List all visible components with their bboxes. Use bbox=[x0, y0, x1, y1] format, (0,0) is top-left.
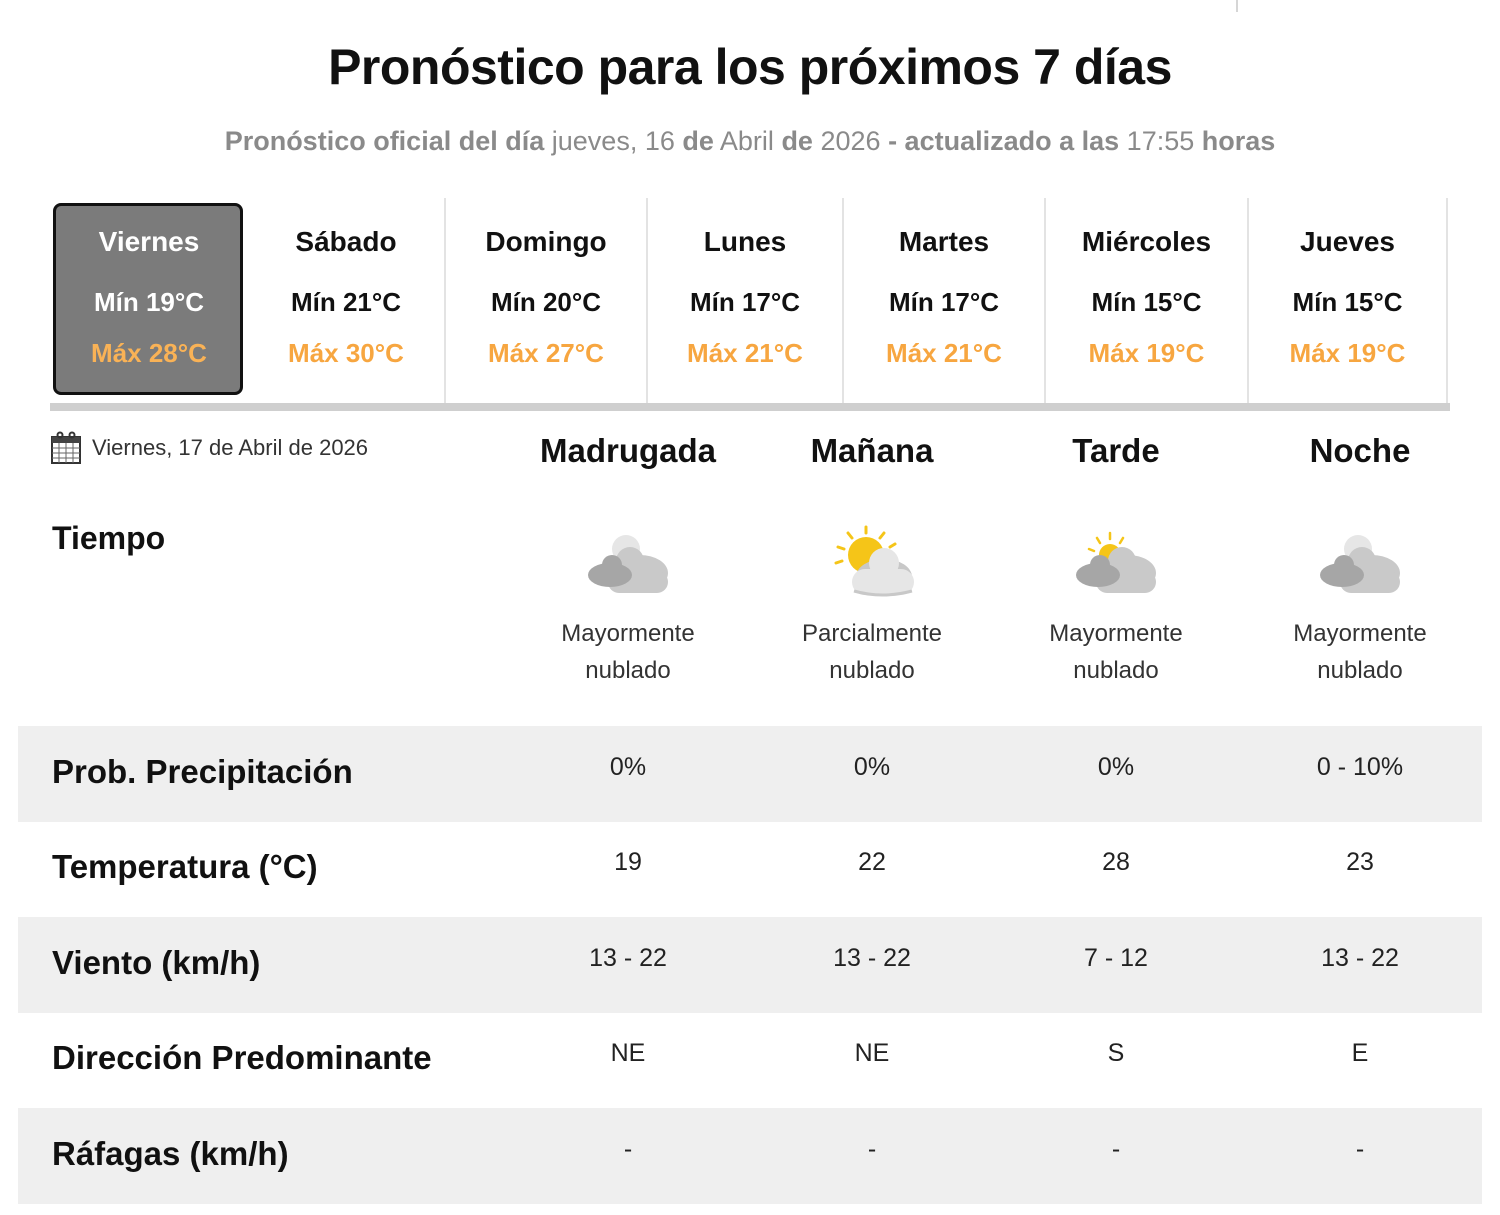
cell-tarde: 0% bbox=[1097, 753, 1135, 781]
day-max-temp: Máx 19°C bbox=[1088, 338, 1205, 368]
row-wind-direction: Dirección Predominante NE NE S E bbox=[18, 1012, 1482, 1108]
mostly-cloudy-day-icon bbox=[1076, 531, 1156, 593]
day-name: Jueves bbox=[1300, 226, 1395, 257]
row-label: Prob. Precipitación bbox=[52, 753, 353, 790]
weather-desc-line2: nublado bbox=[829, 657, 915, 684]
cell-noche: 23 bbox=[1346, 848, 1374, 876]
subtitle-time: 17:55 bbox=[1126, 126, 1195, 156]
cell-tarde: 7 - 12 bbox=[1084, 944, 1148, 972]
weather-desc-line1: Mayormente bbox=[1293, 620, 1427, 647]
mostly-cloudy-night-icon bbox=[1320, 535, 1400, 593]
subtitle-prefix: Pronóstico oficial del día bbox=[224, 126, 545, 156]
cell-manana: 22 bbox=[858, 848, 886, 876]
day-tab-martes[interactable]: Martes Mín 17°C Máx 21°C bbox=[844, 198, 1046, 404]
day-name: Martes bbox=[898, 226, 990, 257]
day-min-temp: Mín 17°C bbox=[888, 287, 1000, 317]
day-min-temp: Mín 21°C bbox=[290, 287, 402, 317]
day-max-temp: Máx 21°C bbox=[687, 338, 803, 368]
period-header-madrugada: Madrugada bbox=[539, 432, 717, 469]
cell-tarde: S bbox=[1107, 1039, 1125, 1067]
page-title: Pronóstico para los próximos 7 días bbox=[328, 39, 1172, 95]
cell-manana: 13 - 22 bbox=[833, 944, 911, 972]
subtitle-month: Abril bbox=[719, 126, 774, 156]
cell-noche: 13 - 22 bbox=[1321, 944, 1399, 972]
mostly-cloudy-night-icon bbox=[588, 535, 668, 593]
page-subtitle: Pronóstico oficial del día jueves, 16 de… bbox=[0, 126, 1500, 157]
period-header-noche: Noche bbox=[1309, 432, 1411, 469]
day-tab-viernes[interactable]: Viernes Mín 19°C Máx 28°C bbox=[50, 198, 248, 404]
day-max-temp: Máx 30°C bbox=[288, 338, 404, 368]
cell-noche: E bbox=[1351, 1039, 1369, 1067]
period-header-tarde: Tarde bbox=[1072, 432, 1160, 469]
cell-madrugada: 19 bbox=[614, 848, 642, 876]
weather-madrugada: Mayormente nublado bbox=[506, 525, 750, 689]
day-tab-sabado[interactable]: Sábado Mín 21°C Máx 30°C bbox=[248, 198, 446, 404]
weather-tarde: Mayormente nublado bbox=[994, 525, 1238, 689]
row-wind: Viento (km/h) 13 - 22 13 - 22 7 - 12 13 … bbox=[18, 917, 1482, 1013]
weather-desc-line1: Mayormente bbox=[1049, 620, 1183, 647]
row-precipitation: Prob. Precipitación 0% 0% 0% 0 - 10% bbox=[18, 726, 1482, 822]
weather-desc-line1: Parcialmente bbox=[801, 620, 943, 647]
day-tab-lunes[interactable]: Lunes Mín 17°C Máx 21°C bbox=[648, 198, 844, 404]
day-tabs: Viernes Mín 19°C Máx 28°C Sábado Mín 21°… bbox=[50, 198, 1450, 404]
day-name: Domingo bbox=[485, 226, 607, 257]
cell-manana: - bbox=[867, 1135, 877, 1163]
cell-madrugada: 13 - 22 bbox=[589, 944, 667, 972]
weather-desc-line1: Mayormente bbox=[561, 620, 695, 647]
subtitle-de1: de bbox=[682, 126, 714, 156]
day-tab-domingo[interactable]: Domingo Mín 20°C Máx 27°C bbox=[446, 198, 648, 404]
weather-desc-line2: nublado bbox=[1073, 657, 1159, 684]
day-max-temp: Máx 27°C bbox=[488, 338, 604, 368]
cell-madrugada: NE bbox=[610, 1039, 646, 1067]
top-divider bbox=[1236, 0, 1238, 12]
row-label: Dirección Predominante bbox=[52, 1039, 432, 1076]
day-max-temp: Máx 19°C bbox=[1289, 338, 1406, 368]
weather-desc-line2: nublado bbox=[1317, 657, 1403, 684]
cell-madrugada: - bbox=[623, 1135, 633, 1163]
cell-noche: 0 - 10% bbox=[1316, 753, 1404, 781]
period-header-manana: Mañana bbox=[810, 432, 934, 469]
cell-manana: NE bbox=[854, 1039, 890, 1067]
detail-date: Viernes, 17 de Abril de 2026 bbox=[50, 430, 368, 466]
day-tab-miercoles[interactable]: Miércoles Mín 15°C Máx 19°C bbox=[1046, 198, 1249, 404]
cell-tarde: 28 bbox=[1102, 848, 1130, 876]
day-name: Sábado bbox=[295, 226, 397, 257]
day-min-temp: Mín 17°C bbox=[689, 287, 801, 317]
day-min-temp: Mín 19°C bbox=[93, 287, 205, 317]
day-max-temp: Máx 21°C bbox=[886, 338, 1002, 368]
day-name: Lunes bbox=[703, 226, 787, 257]
weather-noche: Mayormente nublado bbox=[1238, 525, 1482, 689]
row-label: Viento (km/h) bbox=[52, 944, 261, 981]
cell-madrugada: 0% bbox=[609, 753, 647, 781]
subtitle-de2: de bbox=[781, 126, 813, 156]
day-name: Viernes bbox=[98, 226, 200, 257]
partly-cloudy-day-icon bbox=[834, 525, 914, 597]
subtitle-year: 2026 bbox=[820, 126, 881, 156]
weather-desc-line2: nublado bbox=[585, 657, 671, 684]
row-label: Temperatura (°C) bbox=[52, 848, 318, 885]
tiempo-label: Tiempo bbox=[52, 520, 166, 556]
cell-noche: - bbox=[1355, 1135, 1365, 1163]
cell-manana: 0% bbox=[853, 753, 891, 781]
weather-manana: Parcialmente nublado bbox=[750, 525, 994, 689]
subtitle-weekday: jueves, 16 bbox=[551, 126, 675, 156]
subtitle-suffix: horas bbox=[1201, 126, 1276, 156]
row-label: Ráfagas (km/h) bbox=[52, 1135, 289, 1172]
subtitle-updated: - actualizado a las bbox=[888, 126, 1120, 156]
detail-date-text: Viernes, 17 de Abril de 2026 bbox=[92, 435, 369, 460]
day-max-temp: Máx 28°C bbox=[91, 338, 207, 368]
selected-tab-box bbox=[53, 203, 243, 395]
day-min-temp: Mín 15°C bbox=[1091, 287, 1202, 317]
day-name: Miércoles bbox=[1081, 226, 1212, 257]
tabs-underline bbox=[50, 403, 1450, 411]
day-tab-jueves[interactable]: Jueves Mín 15°C Máx 19°C bbox=[1249, 198, 1448, 404]
row-temperature: Temperatura (°C) 19 22 28 23 bbox=[18, 821, 1482, 917]
cell-tarde: - bbox=[1111, 1135, 1121, 1163]
day-min-temp: Mín 20°C bbox=[490, 287, 602, 317]
day-min-temp: Mín 15°C bbox=[1292, 287, 1403, 317]
calendar-icon bbox=[51, 431, 81, 464]
row-gusts: Ráfagas (km/h) - - - - bbox=[18, 1108, 1482, 1204]
